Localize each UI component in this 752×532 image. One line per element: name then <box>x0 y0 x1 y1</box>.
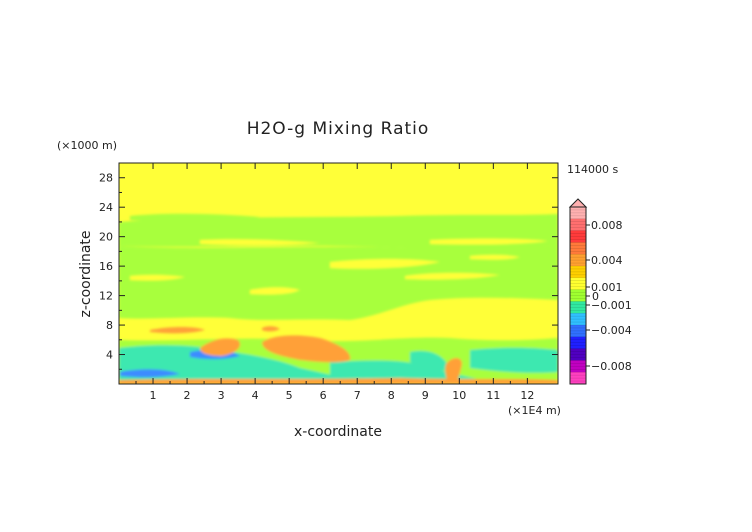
contour-region <box>200 239 320 246</box>
x-tick-label: 10 <box>452 389 466 402</box>
colorbar-swatch <box>570 348 586 361</box>
x-tick-label: 12 <box>520 389 534 402</box>
colorbar-swatch <box>570 254 586 267</box>
colorbar-label: 0.004 <box>591 254 623 267</box>
y-tick-label: 24 <box>99 201 113 214</box>
contour-region <box>250 287 300 295</box>
colorbar-swatch <box>570 313 586 326</box>
y-axis: 4 8 12 16 20 24 28 <box>99 172 558 370</box>
y-tick-label: 20 <box>99 231 113 244</box>
contour-region <box>262 326 280 332</box>
colorbar-swatch <box>570 207 586 220</box>
y-tick-label: 16 <box>99 260 113 273</box>
contour-region <box>119 378 558 384</box>
x-tick-label: 6 <box>320 389 327 402</box>
y-tick-label: 12 <box>99 290 113 303</box>
x-tick-label: 5 <box>286 389 293 402</box>
contour-region <box>330 259 440 269</box>
contour-region <box>410 350 450 371</box>
contour-region <box>405 272 500 280</box>
y-tick-label: 28 <box>99 172 113 185</box>
plot-frame <box>118 162 559 385</box>
colorbar-swatches <box>570 207 586 385</box>
colorbar-swatch <box>570 277 586 291</box>
time-label: 114000 s <box>567 163 618 176</box>
colorbar-swatch <box>570 301 586 314</box>
contour-region <box>120 369 180 378</box>
colorbar-swatch <box>570 218 586 232</box>
colorbar-label: 0.001 <box>591 281 623 294</box>
contour-region <box>150 327 205 334</box>
colorbar-label: −0.001 <box>591 299 632 312</box>
x-axis: 1 2 3 4 5 6 7 8 9 10 11 12 <box>135 163 534 402</box>
colorbar-swatch <box>570 242 586 255</box>
x-tick-label: 1 <box>150 389 157 402</box>
contour-region <box>470 347 558 373</box>
x-tick-label: 4 <box>252 389 259 402</box>
contour-region <box>119 246 558 320</box>
chart-title: H2O-g Mixing Ratio <box>247 119 430 139</box>
x-tick-label: 7 <box>354 389 361 402</box>
x-tick-label: 8 <box>388 389 395 402</box>
x-tick-label: 3 <box>218 389 225 402</box>
x-unit-label: (×1E4 m) <box>508 404 561 417</box>
colorbar-label: 0.008 <box>591 219 623 232</box>
y-axis-label: z-coordinate <box>78 230 94 317</box>
contour-region <box>119 345 360 384</box>
contour-region <box>130 213 260 222</box>
y-unit-label: (×1000 m) <box>57 139 117 152</box>
y-tick-label: 4 <box>106 349 113 362</box>
colorbar-arrow <box>568 198 588 208</box>
contour-region <box>470 254 520 260</box>
colorbar-swatch <box>570 266 586 279</box>
contour-region <box>200 338 241 356</box>
contour-region <box>262 335 351 363</box>
y-tick-label: 8 <box>106 319 113 332</box>
colorbar-swatch <box>570 336 586 350</box>
colorbar-label: −0.004 <box>591 324 632 337</box>
colorbar-swatch <box>570 289 586 302</box>
x-axis-label: x-coordinate <box>294 424 382 440</box>
colorbar-swatch <box>570 230 586 243</box>
x-tick-label: 11 <box>486 389 500 402</box>
contour-region <box>445 358 462 384</box>
x-tick-label: 2 <box>184 389 191 402</box>
contour-field <box>119 163 558 384</box>
colorbar-label: 0 <box>592 290 599 303</box>
x-tick-label: 9 <box>422 389 429 402</box>
colorbar-swatch <box>570 372 586 385</box>
colorbar-swatch <box>570 360 586 373</box>
contour-region <box>130 274 185 281</box>
contour-region <box>430 238 548 245</box>
colorbar-label: −0.008 <box>591 360 632 373</box>
colorbar-swatch <box>570 325 586 338</box>
